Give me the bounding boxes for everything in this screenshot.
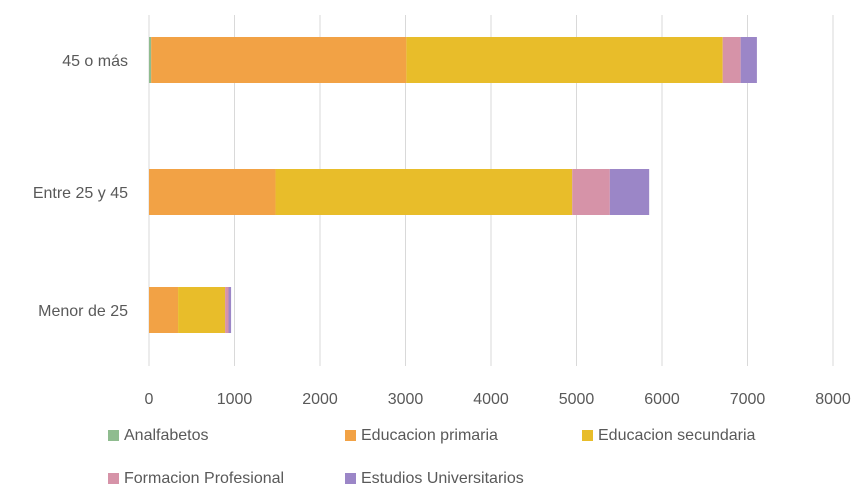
y-tick-label-45-o-mas: 45 o más <box>62 53 128 70</box>
x-tick-label-3000: 3000 <box>388 391 424 408</box>
legend-label-analfabetos: Analfabetos <box>124 427 209 444</box>
x-tick-label-8000: 8000 <box>815 391 851 408</box>
y-tick-label-entre-25-y-45: Entre 25 y 45 <box>33 185 128 202</box>
legend-label-educacion-secundaria: Educacion secundaria <box>598 427 756 444</box>
legend-swatch-educacion-primaria <box>345 430 356 441</box>
legend-swatch-formacion-profesional <box>108 473 119 484</box>
x-tick-label-5000: 5000 <box>559 391 595 408</box>
bar-45-o-mas-educacion-primaria <box>151 37 407 83</box>
bar-45-o-mas-analfabetos <box>149 37 152 83</box>
legend-label-formacion-profesional: Formacion Profesional <box>124 470 284 487</box>
legend-label-educacion-primaria: Educacion primaria <box>361 427 498 444</box>
legend-swatch-estudios-universitarios <box>345 473 356 484</box>
legend: Analfabetos Educacion primaria Educacion s… <box>108 427 756 487</box>
bar-45-o-mas-estudios-universitarios <box>740 37 757 83</box>
y-axis: 45 o más Entre 25 y 45 Menor de 25 <box>33 53 128 320</box>
bar-45-o-mas-educacion-secundaria <box>406 37 723 83</box>
bar-entre-25-y-45-educacion-secundaria <box>275 169 573 215</box>
bar-45-o-mas-formacion-profesional <box>722 37 741 83</box>
x-tick-label-7000: 7000 <box>730 391 766 408</box>
bar-menor-de-25-educacion-secundaria <box>178 287 226 333</box>
bar-menor-de-25-estudios-universitarios <box>228 287 232 333</box>
bar-entre-25-y-45-estudios-universitarios <box>609 169 650 215</box>
x-tick-label-4000: 4000 <box>473 391 509 408</box>
x-tick-label-6000: 6000 <box>644 391 680 408</box>
legend-swatch-educacion-secundaria <box>582 430 593 441</box>
bar-menor-de-25-educacion-primaria <box>149 287 179 333</box>
bar-entre-25-y-45-formacion-profesional <box>572 169 610 215</box>
legend-label-estudios-universitarios: Estudios Universitarios <box>361 470 524 487</box>
x-tick-label-2000: 2000 <box>302 391 338 408</box>
bar-entre-25-y-45-educacion-primaria <box>149 169 276 215</box>
legend-swatch-analfabetos <box>108 430 119 441</box>
bar-menor-de-25-formacion-profesional <box>225 287 229 333</box>
x-tick-label-1000: 1000 <box>217 391 253 408</box>
y-tick-label-menor-de-25: Menor de 25 <box>38 303 128 320</box>
bars <box>149 37 757 333</box>
x-tick-label-0: 0 <box>145 391 154 408</box>
x-axis: 0 1000 2000 3000 4000 5000 6000 7000 8000 <box>145 391 851 408</box>
